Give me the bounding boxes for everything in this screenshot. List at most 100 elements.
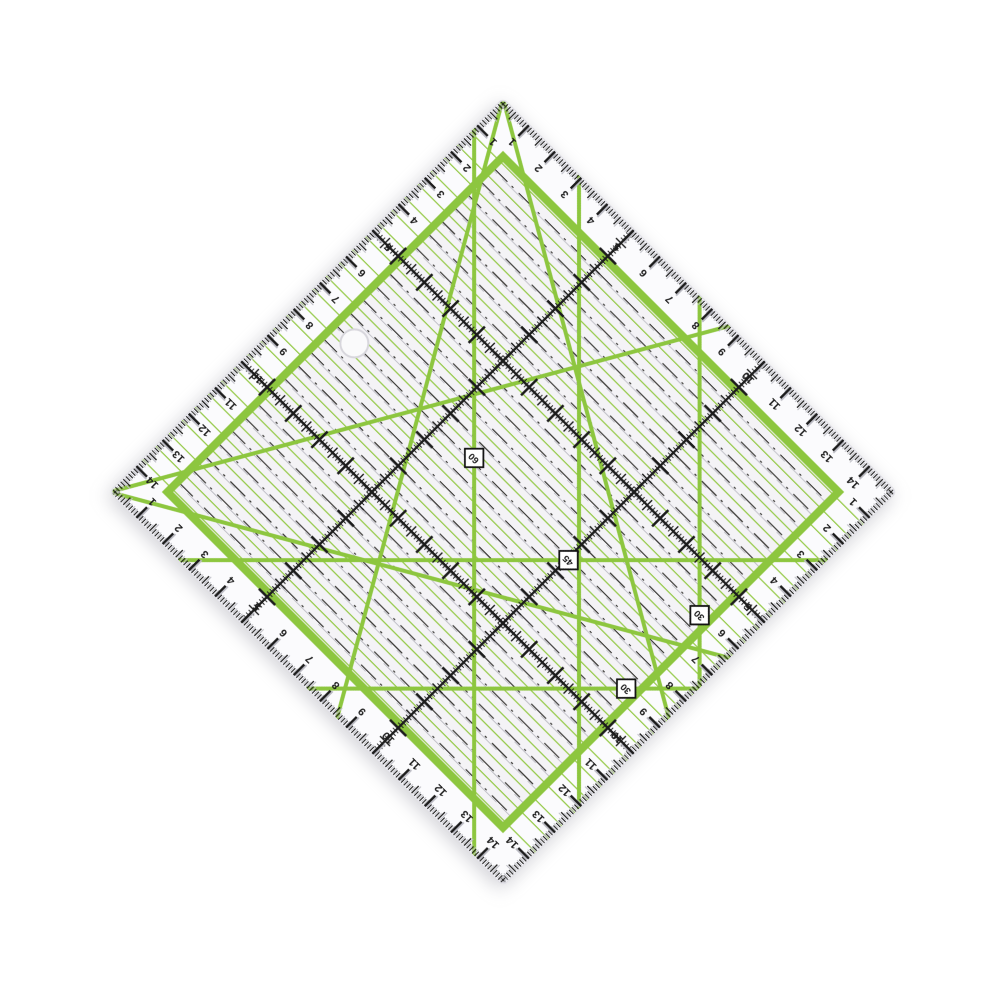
edge-tick (484, 116, 490, 123)
edge-tick-shadow (571, 804, 578, 811)
crosshair-tick (678, 441, 685, 448)
edge-tick (663, 715, 669, 721)
edge-tick (361, 738, 367, 745)
edge-tick-shadow (163, 533, 177, 546)
edge-tick (560, 817, 567, 823)
edge-tick (303, 297, 309, 304)
crosshair-tick (389, 509, 396, 516)
edge-tick (639, 738, 645, 745)
edge-tick (844, 534, 850, 540)
crosshair-tick (581, 538, 588, 545)
edge-tick (452, 830, 459, 836)
edge-tick (237, 615, 244, 621)
edge-tick (678, 279, 685, 285)
edge-tick-shadow (284, 660, 290, 666)
crosshair-tick (589, 709, 601, 721)
edge-tick (195, 573, 202, 579)
edge-tick-shadow (121, 480, 131, 489)
edge-tick (431, 809, 438, 815)
crosshair-tick (405, 452, 412, 459)
edge-tick-shadow (598, 200, 604, 206)
crosshair-tick (607, 512, 614, 519)
crosshair-tick (426, 284, 433, 291)
edge-tick-shadow (784, 386, 790, 392)
angle-lines (109, 98, 829, 857)
angle-line (109, 323, 731, 494)
edge-tick-shadow (603, 773, 609, 779)
edge-tick-shadow (271, 331, 277, 337)
crosshair-tick (714, 405, 721, 412)
edge-tick (867, 468, 873, 474)
edge-tick-shadow (771, 375, 780, 385)
edge-tick (458, 142, 464, 149)
edge-tick-shadow (174, 428, 183, 437)
edge-tick (156, 534, 162, 540)
edge-tick (517, 124, 531, 137)
edge-tick-shadow (708, 668, 714, 674)
edge-tick-shadow (687, 689, 693, 695)
edge-tick-shadow (389, 765, 395, 771)
edge-tick-shadow (302, 299, 309, 306)
edge-tick-shadow (271, 647, 277, 653)
edge-tick (505, 106, 512, 112)
crosshair-tick (410, 709, 417, 716)
crosshair-tick (675, 533, 682, 540)
edge-tick-shadow (334, 707, 343, 716)
crosshair-line (240, 360, 635, 755)
hatch-green-line (430, 170, 825, 565)
crosshair-tick (282, 575, 289, 582)
edge-tick (479, 122, 485, 128)
crosshair-tick (518, 601, 525, 608)
edge-tick-shadow (396, 205, 410, 218)
edge-tick (532, 846, 538, 852)
crosshair-tick (717, 575, 724, 582)
edge-tick-shadow (698, 664, 712, 677)
edge-tick (805, 412, 819, 426)
crosshair-tick (444, 675, 451, 682)
crosshair-line (371, 229, 766, 624)
edge-tick-shadow (632, 744, 638, 750)
edge-tick (271, 649, 278, 655)
edge-tick (117, 483, 123, 490)
crosshair-tick (557, 300, 564, 307)
edge-tick-shadow (132, 470, 138, 476)
crosshair-tick (311, 546, 318, 553)
edge-tick (253, 628, 262, 637)
edge-tick-shadow (378, 223, 385, 230)
crosshair-tick (615, 242, 622, 249)
edge-tick (553, 153, 559, 159)
crosshair-tick (426, 431, 433, 438)
crosshair-tick (444, 412, 451, 420)
edge-tick (775, 376, 782, 382)
edge-tick (830, 547, 837, 553)
edge-tick-shadow (117, 492, 123, 499)
edge-tick (650, 728, 656, 734)
edge-tick (211, 389, 218, 395)
edge-tick (631, 232, 638, 238)
edge-tick-shadow (405, 781, 411, 787)
crosshair-tick (455, 664, 462, 671)
crosshair-tick (651, 509, 670, 528)
edge-tick (665, 706, 674, 716)
edge-tick-shadow (169, 545, 175, 551)
edge-tick-shadow (632, 234, 638, 240)
edge-tick (508, 864, 517, 873)
hatch-shadow-line (388, 274, 725, 611)
edge-tick-shadow (371, 747, 377, 753)
crosshair-tick (489, 368, 496, 375)
crosshair-tick (429, 690, 436, 697)
edge-tick (828, 549, 834, 556)
edge-tick-shadow (265, 336, 279, 349)
edge-tick-shadow (516, 859, 523, 866)
edge-tick-shadow (394, 770, 401, 776)
hatch-dash-line (256, 402, 593, 739)
edge-tick-shadow (245, 621, 251, 627)
edge-tick-shadow (642, 734, 648, 740)
edge-tick (516, 861, 522, 868)
edge-tick-shadow (247, 355, 254, 361)
edge-tick-shadow (284, 318, 290, 324)
edge-tick (161, 532, 175, 546)
edge-tick (705, 305, 711, 311)
edge-tick-shadow (676, 699, 682, 706)
edge-tick (164, 542, 170, 548)
